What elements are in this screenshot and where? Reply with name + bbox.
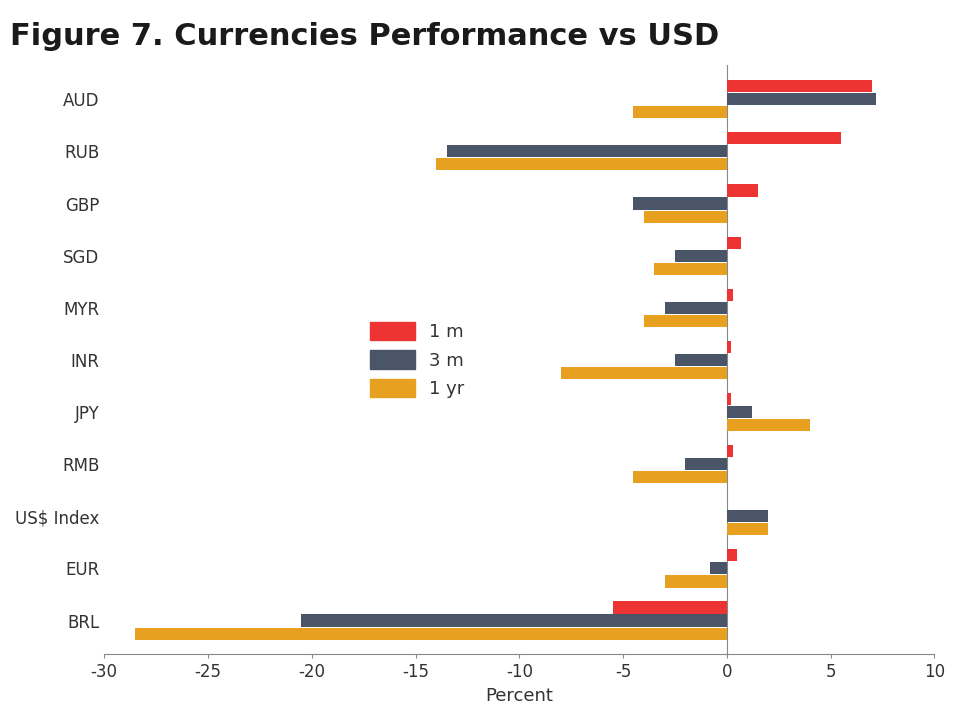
Bar [664,302,727,314]
Bar [727,341,731,353]
Text: Figure 7. Currencies Performance vs USD: Figure 7. Currencies Performance vs USD [10,22,719,50]
Bar [612,601,727,613]
Bar [685,458,727,470]
Bar [727,393,731,405]
Bar [727,132,841,145]
Bar [727,406,752,418]
Bar [301,614,727,626]
Bar [135,628,727,639]
Bar [727,289,733,301]
Bar [727,510,768,522]
Bar [727,419,810,431]
Bar [727,80,873,92]
Bar [634,107,727,118]
Bar [644,210,727,222]
Bar [727,549,737,562]
Bar [727,184,758,197]
Bar [446,145,727,158]
Bar [644,315,727,327]
Bar [634,471,727,483]
Bar [634,197,727,210]
Bar [710,562,727,575]
Bar [655,263,727,275]
Bar [675,354,727,366]
Legend: 1 m, 3 m, 1 yr: 1 m, 3 m, 1 yr [362,315,471,405]
Bar [675,250,727,261]
Bar [727,237,741,248]
Bar [727,523,768,536]
Bar [727,445,733,457]
Bar [436,158,727,171]
X-axis label: Percent: Percent [486,687,553,705]
Bar [664,575,727,588]
Bar [727,93,876,105]
Bar [561,367,727,379]
